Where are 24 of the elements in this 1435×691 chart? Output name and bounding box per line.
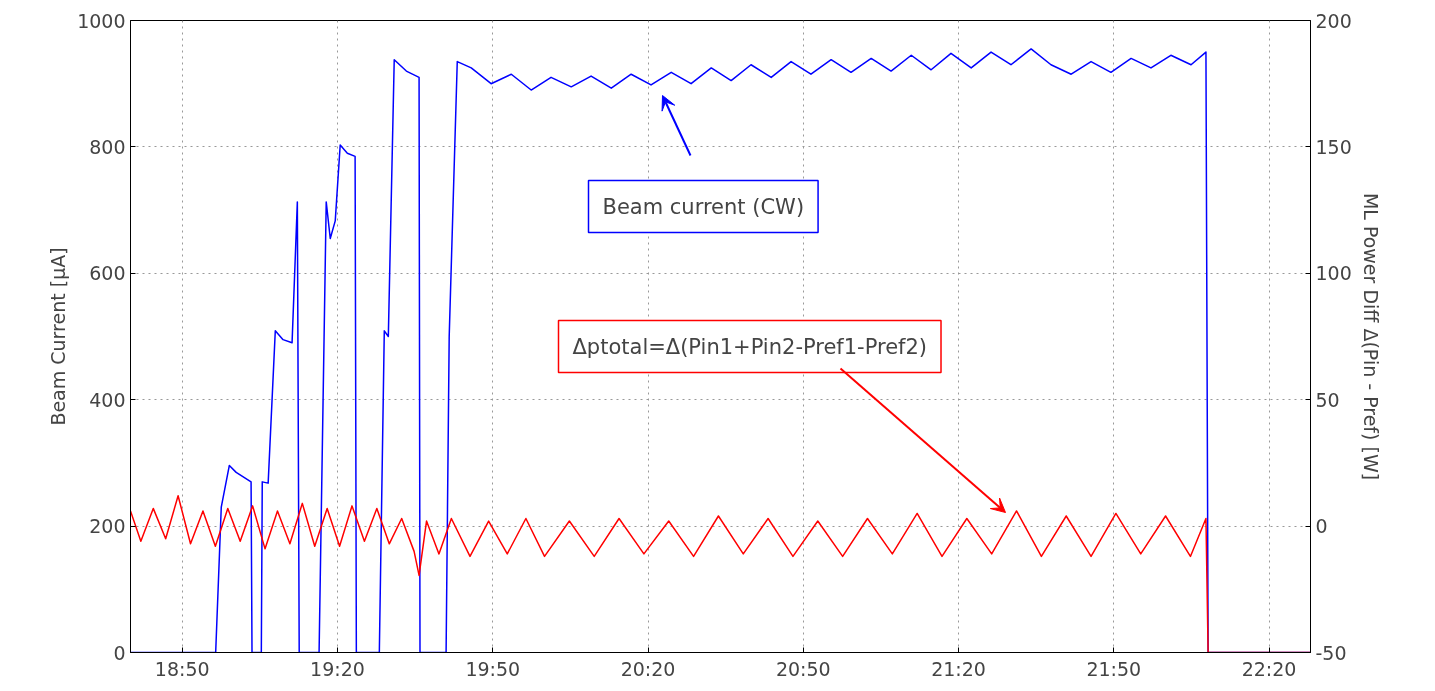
- y2-tick-label: 50: [1315, 388, 1340, 411]
- y-axis-title: Beam Current [μA]: [47, 247, 70, 426]
- x-tick-label: 19:20: [310, 657, 365, 680]
- x-tick-label: 18:50: [154, 657, 210, 680]
- y-tick-label: 800: [89, 135, 126, 158]
- y2-tick-label: 100: [1315, 262, 1352, 285]
- x-tick-label: 20:50: [775, 657, 831, 680]
- annotation: Δptotal=Δ(Pin1+Pin2-Pref1-Pref2): [572, 334, 928, 359]
- x-tick-label: 20:20: [620, 657, 676, 680]
- x-tick-label: 21:20: [931, 657, 986, 680]
- y-tick-label: 200: [89, 515, 126, 538]
- y2-tick-label: -50: [1315, 641, 1347, 664]
- x-tick-label: 21:50: [1086, 657, 1142, 680]
- x-tick-label: 22:20: [1241, 657, 1297, 680]
- x-tick-label: 19:50: [465, 657, 521, 680]
- y-tick-label: 0: [113, 641, 126, 664]
- y-tick-label: 400: [89, 388, 126, 411]
- y2-tick-label: 150: [1315, 135, 1352, 158]
- y-tick-label: 600: [89, 262, 126, 285]
- y2-axis-title: ML Power Diff Δ(Pin - Pref) [W]: [1359, 192, 1382, 481]
- y-tick-label: 1000: [77, 9, 126, 32]
- y2-tick-label: 0: [1315, 515, 1328, 538]
- y2-tick-label: 200: [1315, 9, 1352, 32]
- annotation: Beam current (CW): [602, 194, 805, 219]
